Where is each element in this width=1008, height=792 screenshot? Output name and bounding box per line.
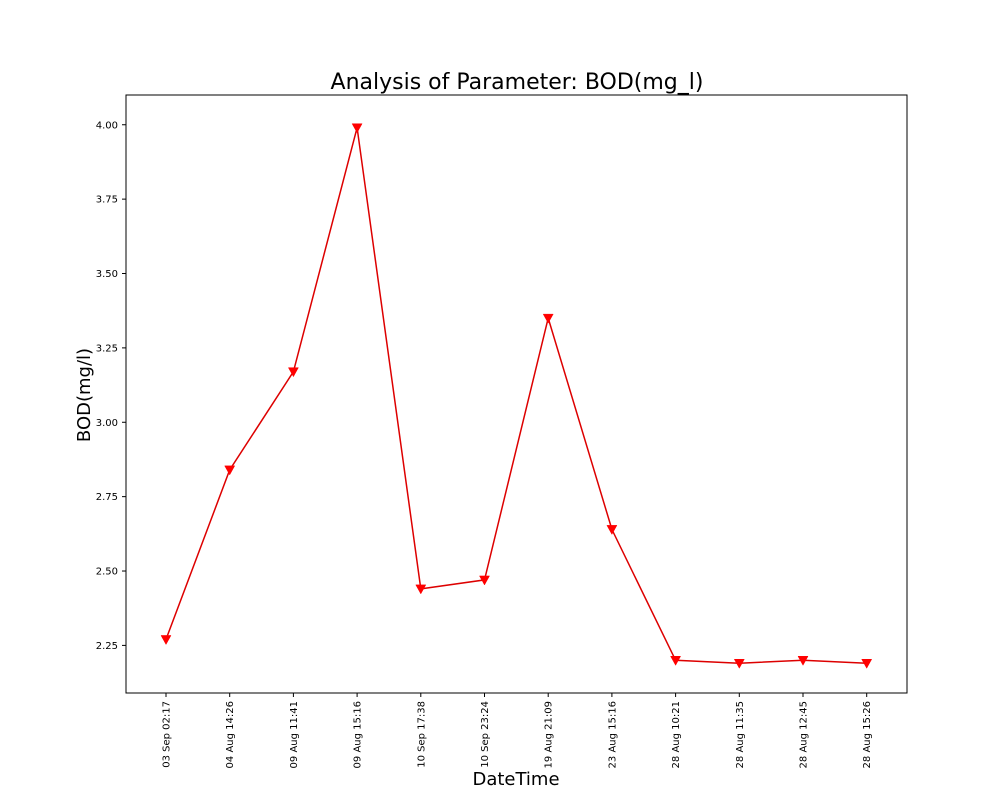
series-bod (160, 123, 873, 669)
x-axis-label: DateTime (472, 769, 559, 790)
data-point (160, 635, 172, 645)
plot-area (125, 94, 908, 694)
data-point (733, 658, 745, 669)
x-tick-label: 28 Aug 15:26 (862, 701, 873, 768)
y-tick-label: 3.25 (96, 343, 118, 354)
data-point (224, 465, 236, 476)
x-tick-label: 09 Aug 11:41 (289, 701, 300, 768)
x-tick-label: 03 Sep 02:17 (162, 701, 173, 768)
series-line (165, 127, 867, 664)
y-tick-label: 3.50 (96, 269, 118, 280)
x-tick-label: 23 Aug 15:16 (607, 701, 618, 768)
y-tick-label: 3.75 (96, 195, 118, 206)
x-tick-label: 19 Aug 21:09 (544, 701, 555, 768)
data-point (351, 123, 363, 134)
y-tick-label: 2.75 (96, 492, 118, 503)
x-tick-label: 28 Aug 11:35 (735, 701, 746, 768)
y-tick-label: 3.00 (96, 418, 118, 429)
data-point (861, 658, 873, 669)
x-tick-label: 28 Aug 12:45 (799, 701, 810, 768)
data-point (479, 575, 490, 586)
y-axis-label: BOD(mg/l) (74, 348, 95, 442)
x-tick-label: 04 Aug 14:26 (225, 701, 236, 768)
y-tick-label: 4.00 (96, 120, 118, 131)
x-tick-label: 10 Sep 23:24 (480, 701, 491, 768)
x-tick-label: 10 Sep 17:38 (416, 701, 427, 768)
data-point (415, 584, 427, 595)
y-tick-label: 2.25 (96, 641, 118, 652)
y-axis: 2.25 2.50 2.75 3.00 3.25 3.50 3.75 4.00 (96, 120, 126, 652)
x-axis: 03 Sep 02:17 04 Aug 14:26 09 Aug 11:41 09 A… (162, 693, 873, 768)
chart-title: Analysis of Parameter: BOD(mg_l) (331, 70, 704, 95)
data-point (797, 656, 809, 666)
y-tick-label: 2.50 (96, 567, 118, 578)
data-point (542, 313, 554, 324)
data-point (287, 367, 299, 378)
data-point (606, 525, 618, 535)
data-point (670, 656, 682, 666)
x-tick-label: 09 Aug 15:16 (353, 701, 364, 768)
x-tick-label: 28 Aug 10:21 (671, 701, 682, 768)
